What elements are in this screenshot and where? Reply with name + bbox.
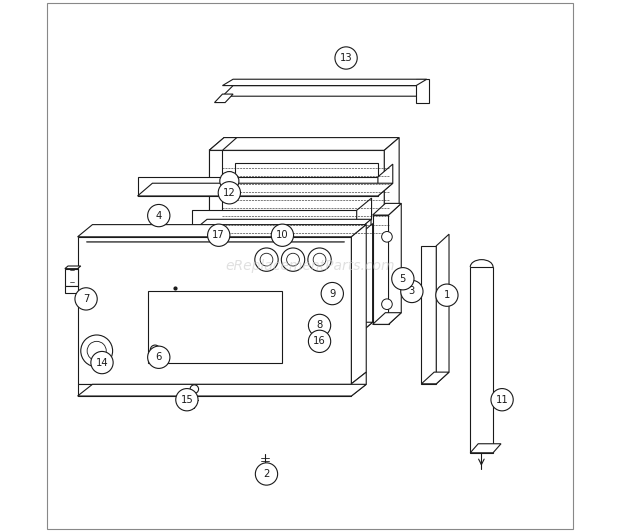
Polygon shape (373, 313, 401, 325)
Polygon shape (298, 281, 355, 307)
Polygon shape (389, 203, 401, 325)
Text: eReplacementParts.com: eReplacementParts.com (225, 259, 395, 273)
Polygon shape (192, 219, 371, 231)
Polygon shape (78, 384, 366, 396)
Circle shape (321, 282, 343, 305)
Polygon shape (209, 138, 237, 151)
Circle shape (335, 47, 357, 69)
Circle shape (401, 280, 423, 303)
Text: 14: 14 (95, 358, 108, 368)
Circle shape (308, 330, 330, 353)
Polygon shape (78, 225, 366, 237)
Polygon shape (422, 246, 436, 384)
Circle shape (75, 288, 97, 310)
Polygon shape (298, 235, 355, 281)
Circle shape (308, 314, 330, 337)
Polygon shape (215, 250, 231, 259)
Text: 5: 5 (400, 274, 406, 284)
Circle shape (220, 171, 239, 190)
Circle shape (382, 231, 392, 242)
Text: 12: 12 (223, 188, 236, 198)
Polygon shape (213, 246, 231, 263)
Circle shape (286, 253, 299, 266)
Circle shape (255, 463, 278, 485)
Polygon shape (65, 266, 81, 269)
Polygon shape (416, 79, 429, 103)
Polygon shape (359, 223, 373, 334)
Polygon shape (436, 234, 449, 384)
Polygon shape (356, 198, 371, 231)
Circle shape (255, 248, 278, 271)
Polygon shape (352, 225, 366, 384)
Text: 11: 11 (496, 395, 508, 405)
Polygon shape (231, 240, 238, 263)
Circle shape (81, 335, 113, 367)
Polygon shape (234, 163, 378, 192)
Polygon shape (65, 286, 78, 293)
Polygon shape (192, 210, 356, 231)
Polygon shape (246, 279, 310, 292)
Circle shape (436, 284, 458, 306)
Text: 3: 3 (409, 286, 415, 296)
Circle shape (150, 345, 160, 355)
Circle shape (175, 388, 198, 411)
Polygon shape (223, 79, 427, 86)
Text: 4: 4 (156, 211, 162, 221)
Polygon shape (356, 219, 371, 315)
Circle shape (308, 248, 331, 271)
Circle shape (218, 181, 241, 204)
Circle shape (208, 224, 230, 246)
Polygon shape (384, 138, 399, 260)
Circle shape (190, 385, 198, 393)
Polygon shape (148, 292, 282, 363)
Polygon shape (78, 237, 352, 384)
Text: 7: 7 (83, 294, 89, 304)
Polygon shape (138, 177, 378, 196)
Polygon shape (223, 86, 427, 96)
Circle shape (382, 299, 392, 310)
Polygon shape (229, 235, 359, 334)
Circle shape (491, 388, 513, 411)
Polygon shape (352, 372, 366, 396)
Text: 1: 1 (444, 290, 450, 300)
Text: 15: 15 (180, 395, 193, 405)
Polygon shape (209, 138, 399, 151)
Polygon shape (240, 231, 356, 315)
Text: 2: 2 (264, 469, 270, 479)
Polygon shape (470, 444, 501, 453)
Polygon shape (215, 94, 233, 103)
Polygon shape (373, 215, 389, 325)
Circle shape (148, 346, 170, 368)
Polygon shape (373, 203, 401, 215)
Text: 13: 13 (340, 53, 352, 63)
Polygon shape (240, 303, 371, 315)
Circle shape (91, 352, 113, 373)
Circle shape (281, 248, 304, 271)
Text: 16: 16 (313, 336, 326, 346)
Circle shape (148, 204, 170, 227)
Circle shape (272, 224, 293, 246)
Polygon shape (229, 322, 373, 334)
Circle shape (313, 253, 326, 266)
Polygon shape (422, 372, 449, 384)
Polygon shape (138, 183, 393, 196)
Text: 17: 17 (213, 230, 225, 240)
Polygon shape (209, 151, 384, 260)
Polygon shape (470, 267, 493, 453)
Polygon shape (378, 164, 393, 196)
Circle shape (87, 342, 106, 361)
Text: 6: 6 (156, 352, 162, 362)
Text: 10: 10 (276, 230, 289, 240)
Polygon shape (209, 151, 223, 260)
Circle shape (392, 268, 414, 290)
Polygon shape (65, 269, 78, 286)
Text: 8: 8 (316, 320, 322, 330)
Circle shape (260, 253, 273, 266)
Text: 9: 9 (329, 288, 335, 298)
Polygon shape (78, 384, 352, 396)
